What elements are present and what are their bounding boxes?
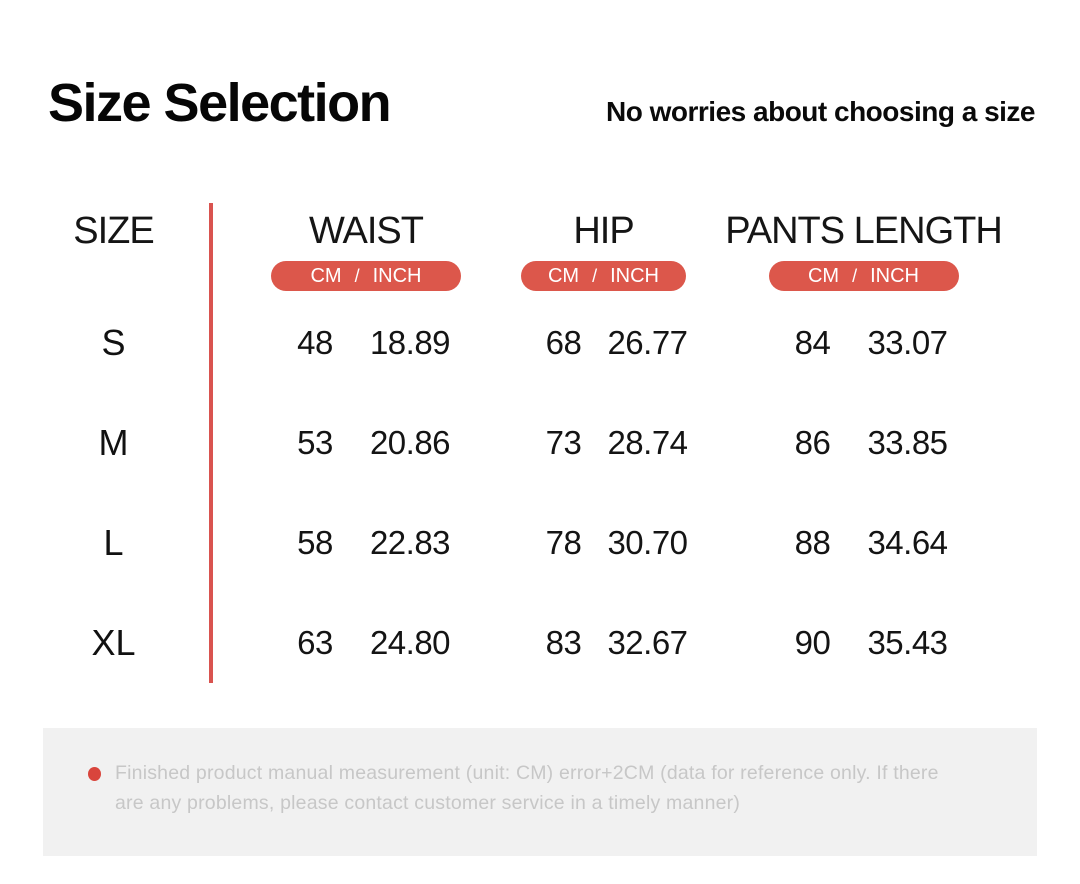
hip-inch-value: 30.70 [607, 524, 688, 561]
column-header-hip: HIP [573, 209, 634, 252]
hip-cm-value: 83 [545, 624, 582, 661]
waist-cm-value: 53 [297, 424, 333, 461]
waist-cm-value: 63 [297, 624, 333, 661]
waist-cm-value: 48 [297, 324, 333, 361]
unit-cm-label: CM [310, 264, 342, 287]
column-header-waist: WAIST [309, 209, 424, 252]
hip-inch-value: 26.77 [607, 324, 688, 361]
pants-length-inch-value: 34.64 [867, 524, 948, 561]
pants-length-cm-value: 86 [794, 424, 831, 461]
waist-unit-badge: CM / INCH [271, 261, 461, 291]
table-row-s-hip: 68 26.77 [521, 293, 688, 393]
size-table: SIZE WAIST HIP PANTS LENGTH CM / INCH CM… [0, 205, 1052, 693]
waist-cm-value: 58 [297, 524, 333, 561]
hip-cm-value: 73 [545, 424, 582, 461]
unit-row-spacer [0, 257, 211, 293]
column-header-pants-length: PANTS LENGTH [725, 209, 1003, 252]
pants-length-cm-value: 90 [794, 624, 831, 661]
pants-length-inch-value: 33.85 [867, 424, 948, 461]
unit-separator: / [354, 265, 360, 286]
unit-inch-label: INCH [610, 264, 659, 287]
unit-inch-label: INCH [870, 264, 919, 287]
pants-length-unit-badge: CM / INCH [768, 261, 959, 291]
unit-inch-label: INCH [372, 264, 422, 287]
table-row-m-hip: 73 28.74 [521, 393, 688, 493]
table-row-s-waist: 48 18.89 [211, 293, 521, 393]
table-row-l-pants-length: 88 34.64 [686, 493, 1041, 593]
page-title: Size Selection [48, 73, 392, 133]
page-subtitle: No worries about choosing a size [606, 96, 1035, 127]
size-label-l: L [103, 522, 124, 563]
table-row-l-waist: 58 22.83 [211, 493, 521, 593]
waist-inch-value: 18.89 [369, 324, 451, 361]
waist-inch-value: 20.86 [369, 424, 451, 461]
pants-length-inch-value: 33.07 [867, 324, 948, 361]
size-label-m: M [98, 422, 129, 463]
table-row-xl-pants-length: 90 35.43 [686, 593, 1041, 693]
hip-inch-value: 32.67 [607, 624, 688, 661]
hip-cm-value: 78 [545, 524, 582, 561]
waist-inch-value: 22.83 [369, 524, 451, 561]
unit-separator: / [592, 265, 598, 286]
footnote-text: Finished product manual measurement (uni… [115, 762, 939, 814]
unit-cm-label: CM [807, 264, 840, 287]
hip-unit-badge: CM / INCH [521, 261, 686, 291]
red-vertical-divider [209, 203, 213, 683]
footnote-panel: Finished product manual measurement (uni… [43, 728, 1037, 856]
pants-length-cm-value: 88 [794, 524, 831, 561]
hip-inch-value: 28.74 [607, 424, 688, 461]
pants-length-cm-value: 84 [794, 324, 831, 361]
hip-cm-value: 68 [545, 324, 582, 361]
table-row-m-waist: 53 20.86 [211, 393, 521, 493]
unit-cm-label: CM [547, 264, 580, 287]
table-row-xl-hip: 83 32.67 [521, 593, 688, 693]
table-row-xl-waist: 63 24.80 [211, 593, 521, 693]
column-header-size: SIZE [73, 209, 154, 252]
red-bullet-icon [88, 767, 101, 781]
pants-length-inch-value: 35.43 [867, 624, 948, 661]
size-label-s: S [101, 322, 126, 363]
size-label-xl: XL [91, 622, 136, 663]
table-row-m-pants-length: 86 33.85 [686, 393, 1041, 493]
table-row-s-pants-length: 84 33.07 [686, 293, 1041, 393]
table-row-l-hip: 78 30.70 [521, 493, 688, 593]
waist-inch-value: 24.80 [369, 624, 451, 661]
unit-separator: / [852, 265, 858, 286]
